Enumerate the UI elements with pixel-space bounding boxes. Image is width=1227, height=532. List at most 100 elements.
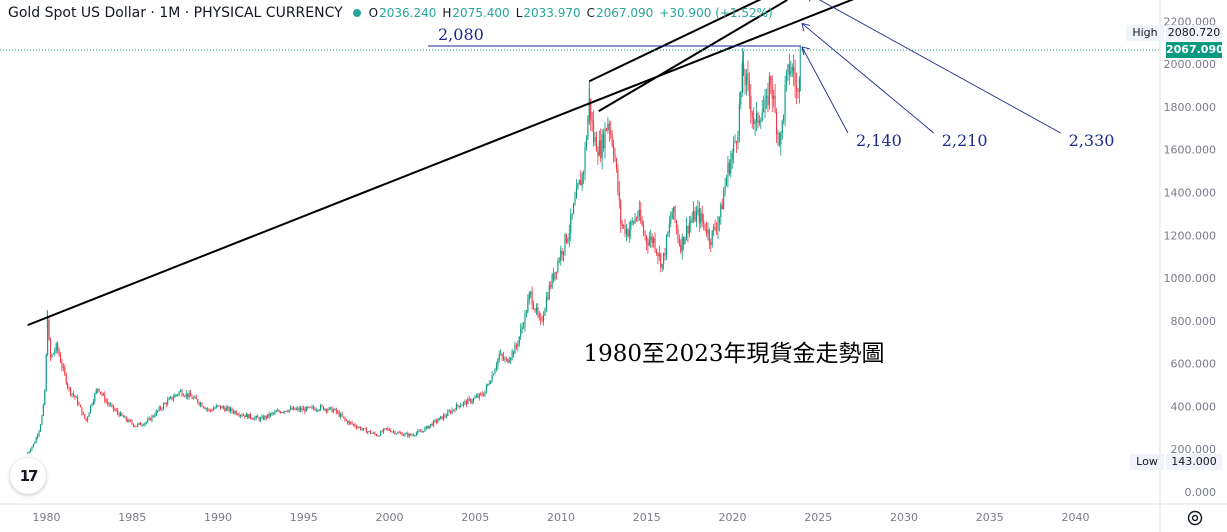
candle-body — [438, 417, 440, 421]
arrowhead-icon — [801, 46, 811, 56]
candle-body — [342, 416, 345, 418]
candle-body — [41, 415, 43, 425]
candle-body — [101, 392, 103, 395]
candle-body — [492, 373, 495, 375]
candle-body — [202, 406, 204, 408]
candle-body — [567, 238, 569, 243]
candle-body — [673, 206, 675, 212]
candle-body — [358, 427, 360, 428]
time-tick-label: 2035 — [976, 511, 1004, 524]
candle-body — [305, 406, 307, 412]
candle-body — [132, 423, 134, 426]
candle-body — [565, 234, 567, 243]
candle-body — [791, 66, 793, 71]
candle-body — [152, 415, 154, 417]
candle-body — [558, 260, 560, 262]
candle-body — [330, 407, 332, 409]
candle-body — [674, 206, 676, 222]
candle-body — [172, 397, 174, 400]
candle-body — [767, 95, 769, 106]
candle-body — [28, 451, 30, 454]
candle-body — [534, 308, 536, 312]
candle-body — [265, 416, 267, 418]
candle-body — [761, 112, 763, 121]
candle-body — [434, 420, 436, 422]
candle-body — [484, 391, 486, 396]
candle-body — [455, 404, 457, 411]
candle-body — [327, 409, 329, 412]
candle-body — [485, 385, 487, 392]
candle-body — [631, 221, 633, 223]
candle-body — [212, 408, 214, 411]
candle-body — [715, 229, 718, 230]
candle-body — [573, 204, 575, 214]
candle-body — [122, 415, 124, 418]
candle-body — [288, 409, 290, 412]
candle-body — [635, 218, 638, 220]
candle-body — [627, 229, 629, 237]
candle-body — [125, 416, 127, 421]
candle-body — [412, 434, 415, 436]
candle-body — [758, 120, 760, 124]
candle-body — [734, 141, 736, 143]
candle-body — [451, 409, 453, 414]
candle-body — [31, 446, 33, 450]
candle-body — [688, 223, 690, 234]
tradingview-logo[interactable]: 17 — [10, 458, 46, 494]
candle-body — [601, 134, 603, 159]
candle-body — [442, 415, 445, 420]
settings-gear-icon[interactable] — [1186, 509, 1204, 527]
candle-body — [380, 431, 382, 436]
time-tick-label: 2030 — [890, 511, 918, 524]
candle-body — [390, 430, 392, 432]
candle-body — [171, 396, 173, 400]
candle-body — [248, 414, 250, 419]
candle-body — [341, 414, 343, 417]
candle-body — [404, 433, 406, 435]
candle-body — [683, 236, 685, 245]
trendline-group[interactable] — [27, 0, 939, 327]
candle-body — [458, 405, 460, 407]
candle-body — [94, 393, 96, 402]
candle-body — [644, 232, 646, 237]
candle-body — [751, 112, 753, 118]
candle-body — [297, 408, 299, 410]
candle-body — [245, 413, 247, 417]
candle-body — [405, 433, 407, 435]
candle-body — [167, 399, 169, 405]
candle-body — [410, 434, 412, 436]
candle-body — [214, 408, 216, 409]
candle-body — [575, 188, 577, 199]
candle-body — [513, 351, 515, 354]
candle-body — [598, 140, 600, 156]
candle-body — [261, 416, 263, 419]
candle-body — [740, 91, 742, 105]
candle-body — [603, 134, 605, 149]
candle-body — [497, 358, 499, 366]
candle-body — [651, 236, 653, 243]
candle-body — [38, 430, 40, 436]
candle-body — [482, 395, 485, 397]
candle-body — [508, 360, 510, 363]
candle-body — [111, 404, 113, 406]
candle-body — [115, 410, 117, 411]
candle-body — [345, 419, 347, 421]
candle-body — [351, 422, 353, 425]
candle-body — [322, 406, 325, 410]
low-value: L2033.970 — [515, 6, 581, 20]
candle-body — [663, 253, 665, 265]
candle-body — [500, 353, 502, 355]
candle-body — [660, 253, 662, 268]
candle-body — [431, 423, 433, 426]
candle-body — [723, 193, 725, 210]
candle-body — [753, 117, 755, 125]
candle-body — [184, 395, 186, 397]
annotation-group[interactable]: 2,080 2,140 2,210 2,330 — [0, 0, 1160, 150]
candle-body — [55, 343, 57, 352]
candle-body — [181, 390, 183, 396]
candle-body — [570, 215, 572, 234]
candle-body — [574, 198, 576, 205]
price-tick-label: 1600.000 — [1164, 144, 1217, 157]
candle-body — [523, 326, 525, 328]
